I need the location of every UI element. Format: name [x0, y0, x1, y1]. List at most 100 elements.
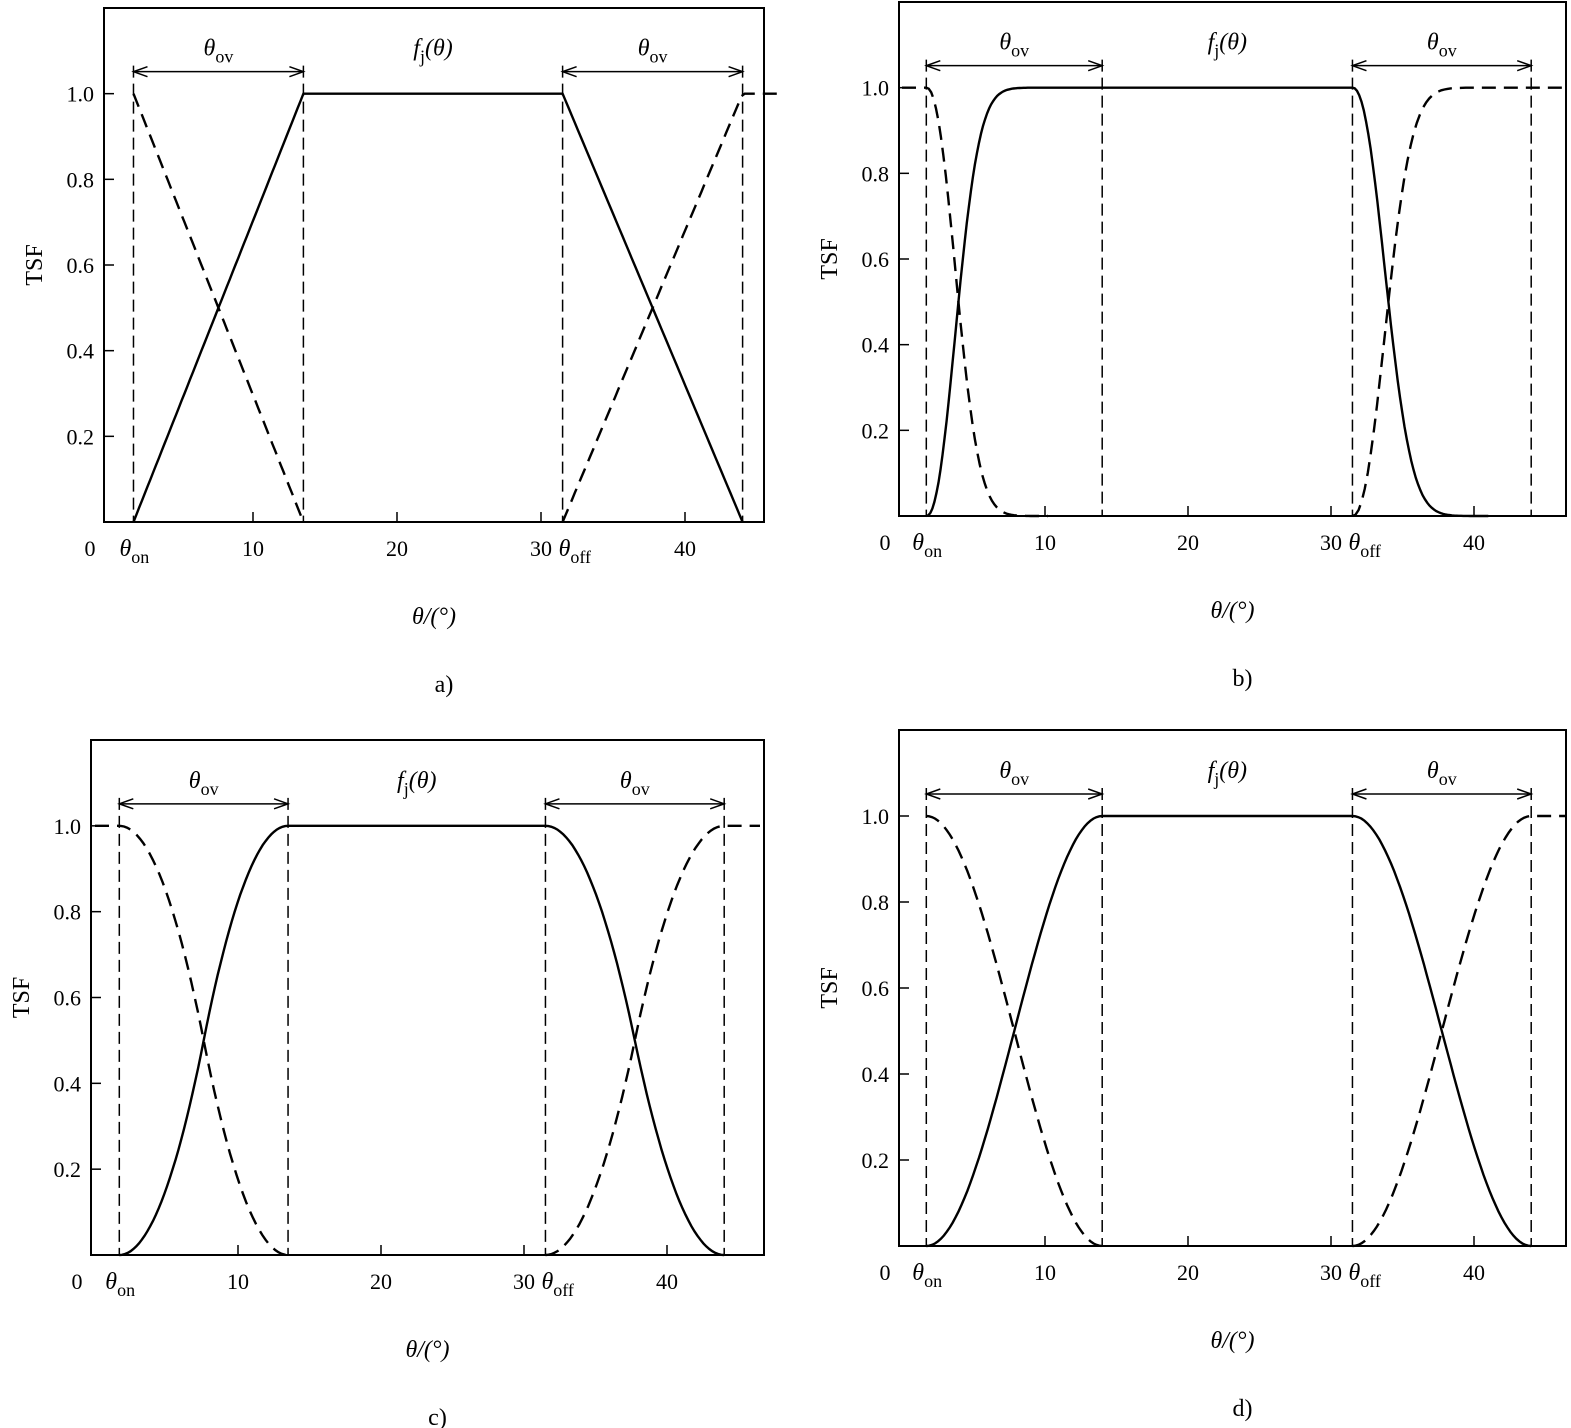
x-tick-label: 10	[1034, 530, 1056, 555]
overlap-label-right: θov	[638, 36, 668, 67]
arrow-head	[543, 798, 560, 810]
x-tick-label: 30	[1320, 530, 1342, 555]
y-tick-label: 0.4	[862, 333, 890, 358]
x-axis-label: θ/(°)	[1210, 1328, 1254, 1354]
theta-on-label: θon	[119, 536, 149, 567]
arrow-head	[1350, 788, 1367, 800]
arrow-head	[1087, 788, 1105, 800]
y-axis-label: TSF	[9, 977, 35, 1018]
x-tick-label: 10	[242, 536, 264, 561]
y-axis-label: TSF	[22, 244, 48, 285]
panel-caption: b)	[1233, 666, 1253, 692]
arrow-head	[1516, 59, 1534, 72]
x-axis-label: θ/(°)	[1210, 598, 1254, 624]
series-next-phase	[545, 824, 760, 1257]
theta-off-label: θoff	[559, 536, 591, 567]
y-tick-label: 0.2	[862, 1148, 890, 1173]
x-tick-label: 30	[513, 1269, 535, 1294]
panel-b: 0.2 0.4 0.6 0.8 1.0 0 10 20 30 40 θon θoff TSF θ/(°) b…	[817, 1, 1567, 692]
y-tick-label: 0.2	[862, 418, 890, 443]
x-tick-label: 20	[1177, 1260, 1199, 1285]
x-tick-label: 0	[85, 536, 96, 561]
panel-a: 0.2 0.4 0.6 0.8 1.0 0 10 20 30 40 θon θoff TSF θ/(°) a…	[22, 7, 779, 698]
y-tick-label: 0.8	[54, 900, 82, 925]
series-next-phase	[1352, 86, 1567, 518]
y-axis-label: TSF	[817, 238, 843, 279]
y-tick-label: 0.4	[862, 1062, 890, 1087]
y-tick-label: 1.0	[862, 76, 890, 101]
theta-on-label: θon	[105, 1269, 135, 1300]
panel-c: 0.2 0.4 0.6 0.8 1.0 0 10 20 30 40 θon θoff TSF θ/(°) c…	[9, 739, 765, 1428]
panel-caption: d)	[1233, 1396, 1253, 1422]
panel-d: 0.2 0.4 0.6 0.8 1.0 0 10 20 30 40 θon θoff TSF θ/(°) d…	[817, 729, 1567, 1422]
plot-frame	[898, 1, 1567, 517]
y-tick-label: 0.2	[67, 424, 95, 449]
arrow-head	[709, 798, 727, 810]
x-axis-label: θ/(°)	[405, 1337, 449, 1363]
x-tick-label: 40	[656, 1269, 678, 1294]
arrow-head	[1087, 59, 1105, 72]
x-tick-label: 0	[880, 1260, 891, 1285]
arrow-head	[1350, 59, 1367, 72]
phase-function-label: fj(θ)	[413, 36, 452, 67]
series-current-phase	[925, 86, 1489, 518]
y-tick-label: 0.8	[862, 890, 890, 915]
arrow-head	[273, 798, 291, 810]
arrow-head	[117, 798, 134, 810]
x-tick-label: 0	[72, 1269, 83, 1294]
x-tick-label: 10	[1034, 1260, 1056, 1285]
theta-off-label: θoff	[1348, 530, 1380, 561]
series-current-phase	[926, 814, 1532, 1248]
overlap-label-left: θov	[999, 758, 1029, 789]
x-tick-label: 40	[1463, 1260, 1485, 1285]
series-previous-phase	[902, 86, 1048, 518]
series-previous-phase	[95, 824, 289, 1257]
theta-on-label: θon	[912, 1260, 942, 1291]
y-tick-label: 0.6	[54, 986, 82, 1011]
x-tick-label: 40	[1463, 530, 1485, 555]
overlap-label-left: θov	[189, 768, 219, 799]
phase-function-label: fj(θ)	[1208, 758, 1247, 789]
x-tick-label: 20	[386, 536, 408, 561]
panel-caption: a)	[435, 672, 454, 698]
y-tick-label: 0.6	[862, 247, 890, 272]
overlap-label-right: θov	[1427, 30, 1457, 61]
series-next-phase	[1352, 814, 1567, 1248]
x-tick-label: 30	[530, 536, 552, 561]
series-next-phase	[561, 92, 779, 523]
theta-off-label: θoff	[541, 1269, 573, 1300]
plot-frame	[90, 739, 765, 1256]
y-tick-label: 0.4	[54, 1071, 82, 1096]
y-axis-label: TSF	[817, 967, 843, 1008]
series-current-phase	[119, 824, 725, 1257]
arrow-head	[924, 788, 941, 800]
y-tick-label: 0.6	[862, 976, 890, 1001]
plot-frame	[898, 729, 1567, 1247]
arrow-head	[924, 59, 941, 72]
y-tick-label: 1.0	[862, 804, 890, 829]
y-tick-label: 0.8	[67, 167, 95, 192]
arrow-head	[728, 65, 745, 78]
y-tick-label: 0.2	[54, 1157, 82, 1182]
y-tick-label: 0.8	[862, 161, 890, 186]
arrow-head	[131, 65, 148, 78]
x-tick-label: 0	[880, 530, 891, 555]
x-tick-label: 20	[370, 1269, 392, 1294]
overlap-label-right: θov	[620, 768, 650, 799]
phase-function-label: fj(θ)	[397, 768, 436, 799]
phase-function-label: fj(θ)	[1208, 30, 1247, 61]
x-tick-label: 20	[1177, 530, 1199, 555]
arrow-head	[1516, 788, 1534, 800]
arrow-head	[289, 65, 306, 78]
x-tick-label: 30	[1320, 1260, 1342, 1285]
y-tick-label: 0.4	[67, 339, 95, 364]
series-current-phase	[132, 92, 744, 523]
theta-off-label: θoff	[1348, 1260, 1380, 1291]
plot-frame	[103, 7, 765, 523]
series-previous-phase	[132, 93, 305, 523]
y-tick-label: 1.0	[54, 814, 82, 839]
overlap-label-left: θov	[999, 30, 1029, 61]
x-tick-label: 10	[227, 1269, 249, 1294]
y-tick-label: 0.6	[67, 253, 95, 278]
